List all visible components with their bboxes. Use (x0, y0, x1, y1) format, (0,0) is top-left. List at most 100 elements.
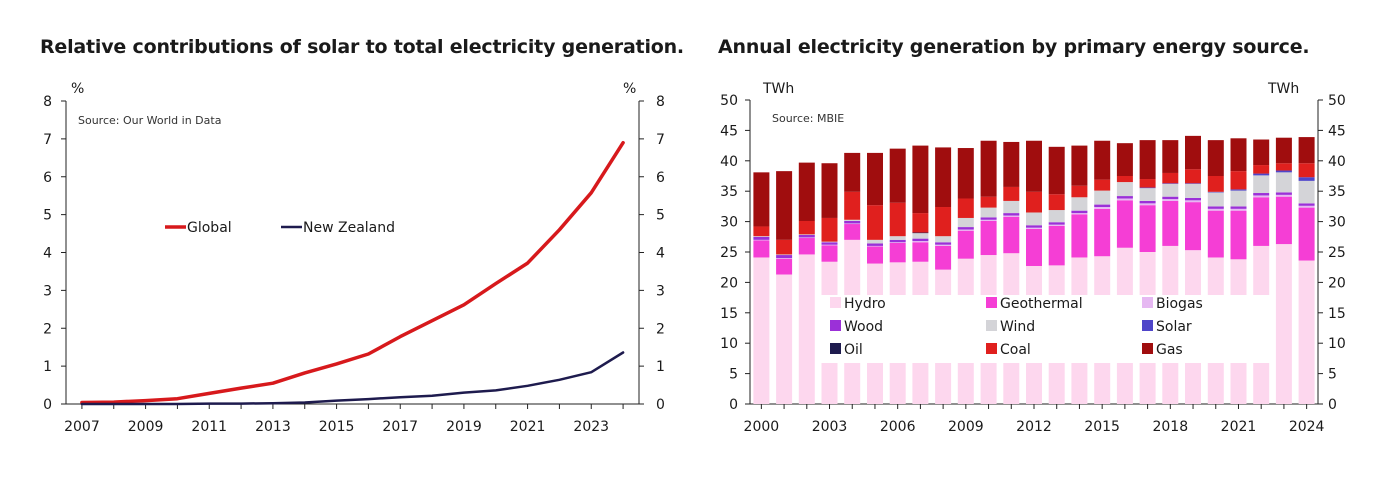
bar-stack-2020 (1207, 140, 1224, 404)
bar-segment-wood (867, 243, 883, 246)
bar-segment-oil (912, 232, 929, 234)
y-tick-label: 15 (1328, 306, 1346, 322)
bar-stack-2024 (1298, 137, 1315, 404)
y-tick-label: 45 (1328, 123, 1346, 139)
bar-stack-2007 (912, 145, 929, 404)
bar-segment-geothermal (1230, 210, 1247, 260)
bar-segment-coal (867, 205, 883, 240)
legend-swatch (1142, 297, 1153, 308)
bar-segment-gas (912, 145, 929, 214)
bar-segment-geothermal (1185, 202, 1201, 251)
x-tick-label: 2019 (446, 419, 482, 435)
y-tick-label: 4 (656, 246, 665, 262)
bar-segment-wind (844, 219, 861, 221)
bar-segment-wind (912, 233, 929, 239)
bar-segment-biogas (912, 241, 929, 243)
y-tick-label: 0 (729, 397, 738, 413)
x-tick-label: 2023 (573, 419, 609, 435)
bar-segment-coal (1116, 176, 1133, 183)
bar-stack-2011 (1003, 141, 1020, 404)
bar-segment-geothermal (1026, 228, 1042, 266)
bar-segment-geothermal (1298, 207, 1315, 261)
legend-swatch (986, 297, 997, 308)
bar-segment-hydro (1275, 244, 1292, 404)
y-tick-label: 1 (656, 359, 665, 375)
bar-segment-biogas (1230, 208, 1247, 211)
legend-label: Wind (1000, 319, 1035, 335)
bar-segment-geothermal (980, 220, 997, 256)
bar-segment-wind (798, 234, 815, 235)
bar-segment-wind (980, 207, 997, 218)
bar-stack-2019 (1185, 135, 1201, 404)
series-line-new-zealand (80, 351, 625, 406)
legend-label: Oil (844, 342, 863, 358)
bar-stack-2005 (867, 152, 883, 404)
bar-segment-gas (1162, 140, 1179, 173)
bar-segment-geothermal (798, 238, 815, 255)
y-tick-label: 1 (43, 359, 52, 375)
bar-segment-solar (1162, 183, 1179, 184)
y-tick-label: 8 (43, 94, 52, 110)
y-tick-label: 25 (720, 245, 738, 261)
bar-segment-solar (1298, 177, 1315, 181)
x-tick-label: 2015 (1084, 419, 1120, 435)
bar-segment-hydro (776, 274, 793, 404)
bar-segment-biogas (889, 242, 906, 243)
bar-segment-gas (844, 152, 861, 192)
bar-segment-coal (1253, 165, 1270, 174)
bar-segment-geothermal (1139, 205, 1156, 252)
legend-swatch (830, 320, 841, 331)
y-tick-label: 30 (720, 215, 738, 231)
left-unit-label: TWh (762, 81, 794, 97)
bar-segment-wind (1253, 175, 1270, 194)
bar-segment-wood (798, 234, 815, 238)
bar-stack-2021 (1230, 138, 1247, 404)
bar-segment-gas (1185, 135, 1201, 170)
bar-segment-gas (1207, 140, 1224, 176)
bar-segment-solar (1253, 173, 1270, 176)
bar-segment-geothermal (912, 242, 929, 262)
bar-segment-biogas (980, 219, 997, 221)
bar-segment-coal (1048, 194, 1065, 211)
legend-label: Gas (1156, 342, 1183, 358)
y-tick-label: 7 (656, 132, 665, 148)
bar-segment-wood (753, 236, 770, 240)
y-tick-label: 7 (43, 132, 52, 148)
bar-segment-biogas (1026, 227, 1042, 229)
y-tick-label: 6 (656, 170, 665, 186)
bar-segment-wood (980, 217, 997, 220)
bar-segment-wind (1003, 200, 1020, 214)
x-tick-label: 2021 (1221, 419, 1257, 435)
legend-swatch (830, 343, 841, 354)
bar-segment-wood (821, 242, 838, 245)
bar-segment-biogas (1048, 224, 1065, 226)
bar-segment-biogas (1207, 208, 1224, 211)
bar-segment-biogas (867, 245, 883, 247)
y-tick-label: 3 (43, 283, 52, 299)
bar-segment-coal (1026, 191, 1042, 213)
bar-segment-gas (1094, 140, 1111, 180)
y-tick-label: 5 (656, 208, 665, 224)
bar-segment-geothermal (753, 240, 770, 258)
bar-segment-geothermal (1071, 214, 1088, 258)
legend-swatch (1142, 320, 1153, 331)
bar-segment-wind (935, 236, 952, 243)
bar-segment-solar (1139, 187, 1156, 189)
bar-stack-2018 (1162, 140, 1179, 404)
y-tick-label: 25 (1328, 245, 1346, 261)
line-chart: 0 0 1 1 2 2 3 3 4 4 5 5 6 6 7 7 8 8 2007 2009 2011 2013 2015 20… (43, 94, 665, 435)
y-tick-label: 35 (720, 184, 738, 200)
bar-segment-wood (844, 220, 861, 224)
legend-swatch (1142, 343, 1153, 354)
x-tick-label: 2015 (319, 419, 355, 435)
bar-segment-gas (1139, 140, 1156, 180)
bar-segment-wind (1162, 183, 1179, 197)
x-tick-label: 2011 (191, 419, 227, 435)
bar-segment-wind (1026, 212, 1042, 226)
bar-segment-geothermal (1253, 197, 1270, 246)
y-tick-label: 2 (43, 321, 52, 337)
bar-segment-hydro (798, 254, 815, 404)
bar-segment-gas (867, 152, 883, 206)
bar-segment-gas (821, 163, 838, 218)
